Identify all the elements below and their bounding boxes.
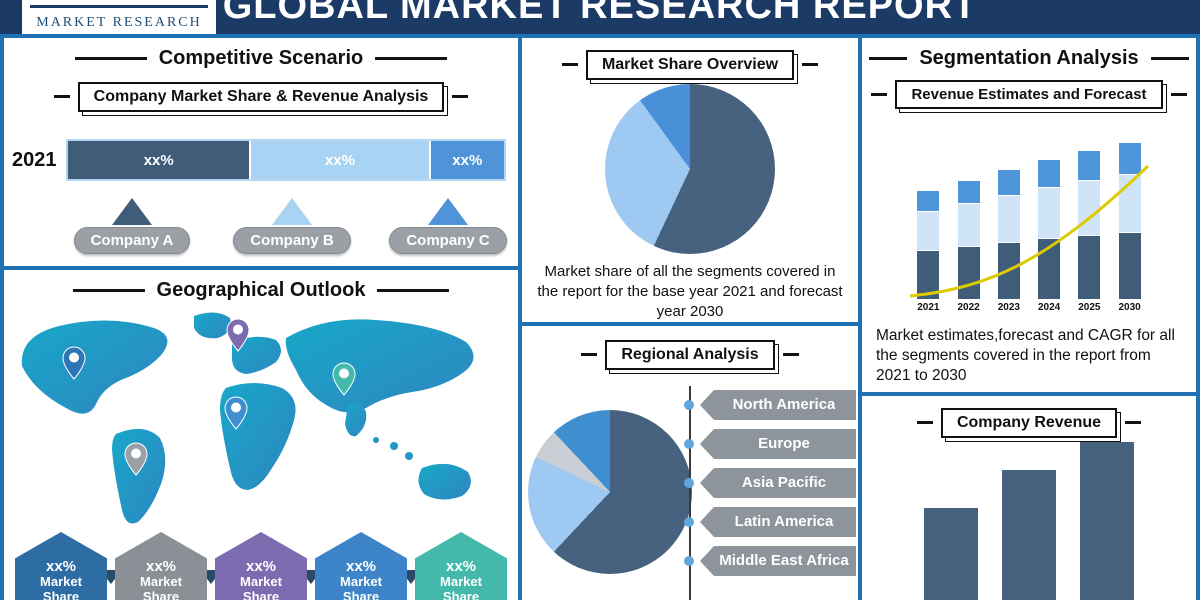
logo-text: MARKET RESEARCH bbox=[36, 15, 202, 30]
connector-dot bbox=[684, 439, 694, 449]
regions-list: North America Europe Asia Pacific Latin … bbox=[674, 390, 856, 585]
title-regional-analysis: Regional Analysis bbox=[581, 340, 799, 370]
triangle-marker bbox=[428, 198, 468, 225]
share-bar-row: 2021 xx% xx% xx% bbox=[12, 138, 506, 182]
year-label: 2030 bbox=[1118, 302, 1141, 313]
map-pin-asia-icon bbox=[332, 362, 356, 396]
region-row: North America bbox=[674, 390, 856, 420]
company-legend-a: Company A bbox=[62, 198, 202, 254]
share-segment: xx% bbox=[428, 141, 504, 179]
section-title-text: Geographical Outlook bbox=[156, 279, 366, 301]
panel-regional-analysis: Regional Analysis North America Europe A… bbox=[522, 326, 858, 600]
share-segment: xx% bbox=[249, 141, 429, 179]
forecast-bar: 2021 bbox=[917, 191, 940, 313]
title-market-share-overview: Market Share Overview bbox=[561, 50, 819, 80]
title-line-left bbox=[72, 289, 145, 292]
brand-logo: MARKET RESEARCH bbox=[22, 0, 216, 34]
revenue-bar bbox=[924, 508, 978, 600]
region-ribbon: Asia Pacific bbox=[700, 468, 856, 498]
company-label: Company C bbox=[389, 227, 507, 254]
region-ribbon: Middle East Africa bbox=[700, 546, 856, 576]
title-line-left bbox=[74, 57, 147, 60]
title-line-right bbox=[375, 57, 448, 60]
segmentation-description: Market estimates,forecast and CAGR for a… bbox=[876, 327, 1175, 385]
share-segment: xx% bbox=[68, 141, 250, 179]
connector-dot bbox=[684, 517, 694, 527]
company-share-stacked-bar: xx% xx% xx% bbox=[66, 139, 506, 181]
triangle-marker bbox=[112, 198, 152, 225]
company-label: Company B bbox=[233, 227, 351, 254]
map-pin-africa-icon bbox=[224, 396, 248, 430]
forecast-bar: 2024 bbox=[1038, 160, 1060, 313]
map-pin-north-america-icon bbox=[62, 346, 86, 380]
region-row: Latin America bbox=[674, 507, 856, 537]
revenue-bar bbox=[1080, 442, 1134, 600]
revenue-bar bbox=[1002, 470, 1056, 600]
region-row: Europe bbox=[674, 429, 856, 459]
year-label: 2023 bbox=[997, 302, 1020, 313]
year-label: 2022 bbox=[957, 302, 980, 313]
panel-market-share-overview: Market Share Overview Market share of al… bbox=[522, 38, 858, 322]
connector-dot bbox=[684, 478, 694, 488]
market-share-badges-row: xx% Market Share xx% Market Share xx% Market Sha… bbox=[4, 532, 518, 600]
year-label: 2021 bbox=[917, 302, 940, 313]
revenue-forecast-chart: 2021 2022 2023 2024 2025 2030 bbox=[872, 133, 1186, 313]
panel-segmentation-analysis: Segmentation Analysis Revenue Estimates … bbox=[862, 38, 1196, 392]
section-title-segmentation: Segmentation Analysis bbox=[862, 47, 1196, 70]
title-company-revenue: Company Revenue bbox=[916, 408, 1142, 438]
market-share-badge: xx% Market Share bbox=[415, 532, 507, 600]
forecast-bar: 2025 bbox=[1078, 151, 1101, 313]
market-share-pie-chart bbox=[605, 84, 775, 254]
section-title-text: Segmentation Analysis bbox=[919, 47, 1139, 69]
title-line-left bbox=[869, 57, 908, 60]
logo-rule bbox=[30, 5, 208, 8]
map-pin-south-america-icon bbox=[124, 442, 148, 476]
year-label: 2024 bbox=[1038, 302, 1061, 313]
section-title-text: Competitive Scenario bbox=[158, 47, 364, 69]
market-share-badge: xx% Market Share bbox=[15, 532, 107, 600]
region-ribbon: Europe bbox=[700, 429, 856, 459]
company-label: Company A bbox=[73, 227, 191, 254]
forecast-bar: 2022 bbox=[958, 181, 980, 313]
subtitle-company-share: Company Market Share & Revenue Analysis bbox=[53, 82, 468, 112]
market-share-badge: xx% Market Share bbox=[115, 532, 207, 600]
region-row: Middle East Africa bbox=[674, 546, 856, 576]
market-share-badge: xx% Market Share bbox=[215, 532, 307, 600]
company-legend-c: Company C bbox=[378, 198, 518, 254]
year-label: 2021 bbox=[12, 148, 57, 171]
region-row: Asia Pacific bbox=[674, 468, 856, 498]
region-ribbon: Latin America bbox=[700, 507, 856, 537]
map-pin-north-icon bbox=[226, 318, 250, 352]
page-title: GLOBAL MARKET RESEARCH REPORT bbox=[222, 0, 978, 27]
world-map bbox=[21, 312, 474, 524]
panel-geographical-outlook: Geographical Outlook bbox=[4, 270, 518, 600]
year-label: 2025 bbox=[1078, 302, 1101, 313]
connector-dot bbox=[684, 400, 694, 410]
title-line-right bbox=[1150, 57, 1189, 60]
connector-line bbox=[689, 386, 691, 600]
section-title-geographical: Geographical Outlook bbox=[4, 279, 518, 302]
connector-dot bbox=[684, 556, 694, 566]
triangle-marker bbox=[272, 198, 312, 225]
company-revenue-chart bbox=[862, 430, 1196, 600]
forecast-bar: 2030 bbox=[1119, 143, 1141, 313]
panel-competitive-scenario: Competitive Scenario Company Market Shar… bbox=[4, 38, 518, 266]
region-ribbon: North America bbox=[700, 390, 856, 420]
forecast-bar: 2023 bbox=[998, 170, 1020, 313]
section-title-competitive: Competitive Scenario bbox=[4, 47, 518, 70]
subtitle-revenue-forecast: Revenue Estimates and Forecast bbox=[871, 80, 1187, 109]
overview-description: Market share of all the segments covered… bbox=[537, 263, 843, 320]
company-legend-b: Company B bbox=[222, 198, 362, 254]
regional-pie-chart bbox=[528, 410, 692, 574]
market-share-badge: xx% Market Share bbox=[315, 532, 407, 600]
title-line-right bbox=[377, 289, 450, 292]
panel-company-revenue: Company Revenue bbox=[862, 396, 1196, 600]
